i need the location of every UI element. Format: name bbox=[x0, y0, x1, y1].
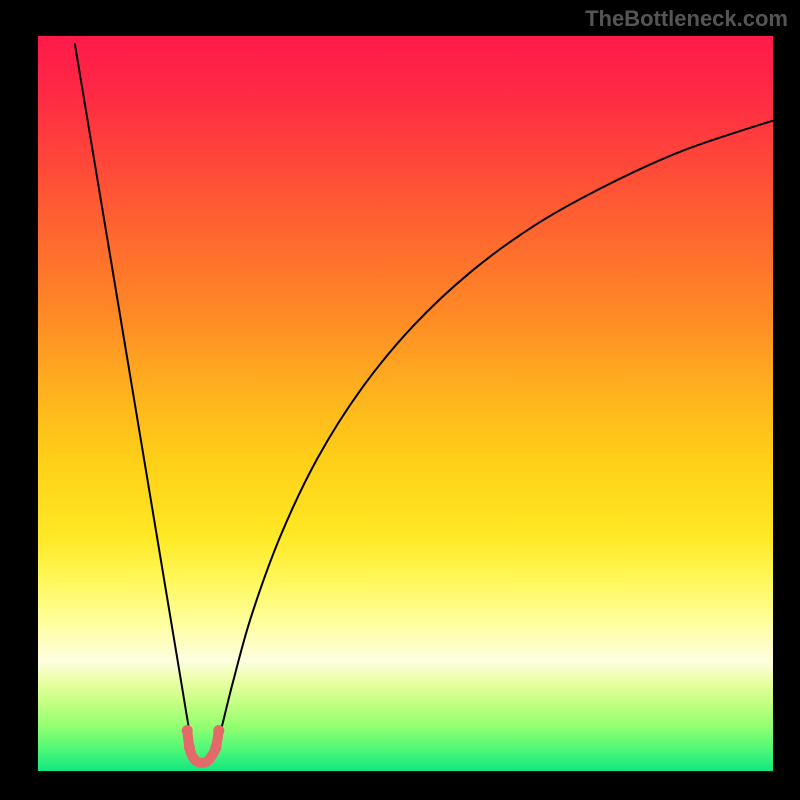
plot-area bbox=[38, 36, 773, 771]
chart-root: TheBottleneck.com bbox=[0, 0, 800, 800]
watermark-text: TheBottleneck.com bbox=[585, 6, 788, 32]
gradient-background bbox=[38, 36, 773, 771]
